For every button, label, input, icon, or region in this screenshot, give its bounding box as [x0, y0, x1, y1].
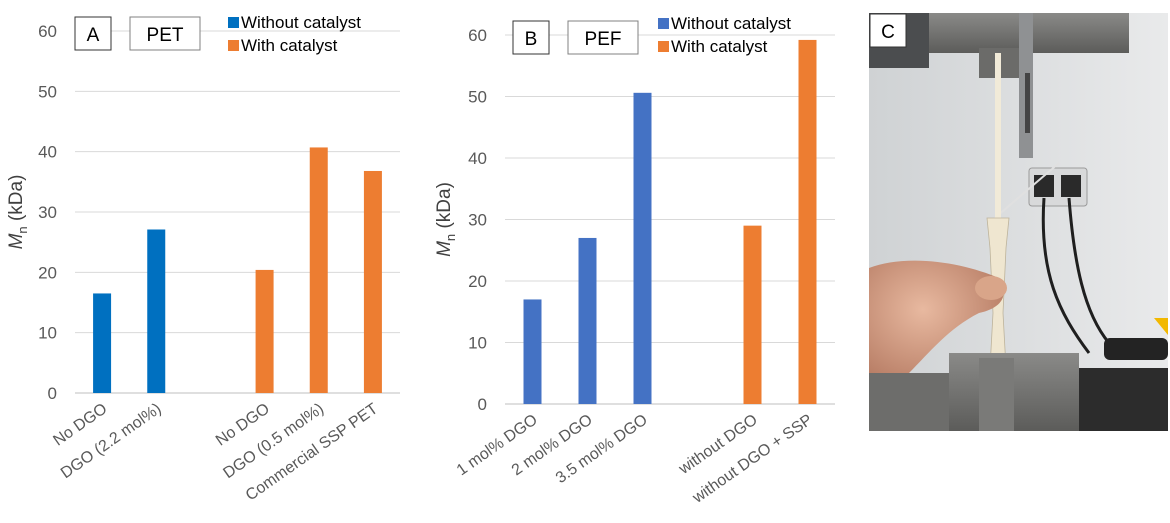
tensile-test-photo	[869, 13, 1168, 431]
y-axis-label-symbol: M	[6, 233, 27, 249]
legend-entry: Without catalyst	[241, 13, 361, 32]
y-axis-label: Mn (kDa)	[6, 175, 30, 250]
tensile-test-illustration	[869, 13, 1168, 431]
y-tick-label: 20	[468, 272, 487, 291]
bar-with-catalyst	[255, 269, 274, 393]
panel-label-box	[512, 20, 550, 55]
chart-title-box	[129, 16, 201, 51]
y-tick-label: 50	[38, 82, 57, 101]
bar-without-catalyst	[93, 293, 112, 393]
chart-title: PEF	[585, 29, 622, 50]
y-tick-label: 40	[38, 143, 57, 162]
panel-label: A	[87, 25, 100, 46]
y-tick-label: 30	[468, 211, 487, 230]
y-axis-label-symbol: M	[434, 241, 455, 257]
panel-label: B	[525, 29, 538, 50]
x-category-label: DGO (2.2 mol%)	[58, 400, 165, 482]
bar-with-catalyst	[363, 170, 382, 393]
bar-with-catalyst	[743, 225, 762, 404]
panel-label-box	[74, 16, 112, 51]
bar-with-catalyst	[309, 147, 328, 393]
x-category-label: 3.5 mol% DGO	[553, 411, 651, 487]
y-tick-label: 0	[48, 384, 57, 403]
panel-c-label: C	[881, 22, 895, 43]
bar-without-catalyst	[147, 229, 166, 393]
y-tick-label: 30	[38, 203, 57, 222]
legend-entry: With catalyst	[671, 37, 768, 56]
chart-title: PET	[147, 25, 184, 46]
y-tick-label: 50	[468, 88, 487, 107]
y-axis-label-unit: (kDa)	[434, 182, 455, 234]
y-axis-label-unit: (kDa)	[6, 175, 27, 227]
legend-entry: Without catalyst	[671, 14, 791, 33]
y-axis-label: Mn (kDa)	[434, 182, 458, 257]
y-tick-label: 60	[468, 26, 487, 45]
y-tick-label: 20	[38, 263, 57, 282]
bar-with-catalyst	[798, 39, 817, 405]
chart-title-box	[567, 20, 639, 55]
bar-without-catalyst	[633, 92, 652, 404]
y-tick-label: 10	[468, 334, 487, 353]
panel-c-label-box: C	[869, 13, 907, 48]
legend-entry: With catalyst	[241, 36, 338, 55]
y-axis-label-subscript: n	[15, 226, 30, 233]
legend-swatch	[228, 17, 239, 28]
legend-swatch	[658, 18, 669, 29]
legend-swatch	[228, 40, 239, 51]
y-tick-label: 10	[38, 324, 57, 343]
bar-without-catalyst	[578, 237, 597, 404]
legend-swatch	[658, 41, 669, 52]
y-tick-label: 0	[478, 395, 487, 414]
bar-without-catalyst	[523, 299, 542, 404]
y-tick-label: 60	[38, 22, 57, 41]
y-axis-label-subscript: n	[443, 234, 458, 241]
y-tick-label: 40	[468, 149, 487, 168]
